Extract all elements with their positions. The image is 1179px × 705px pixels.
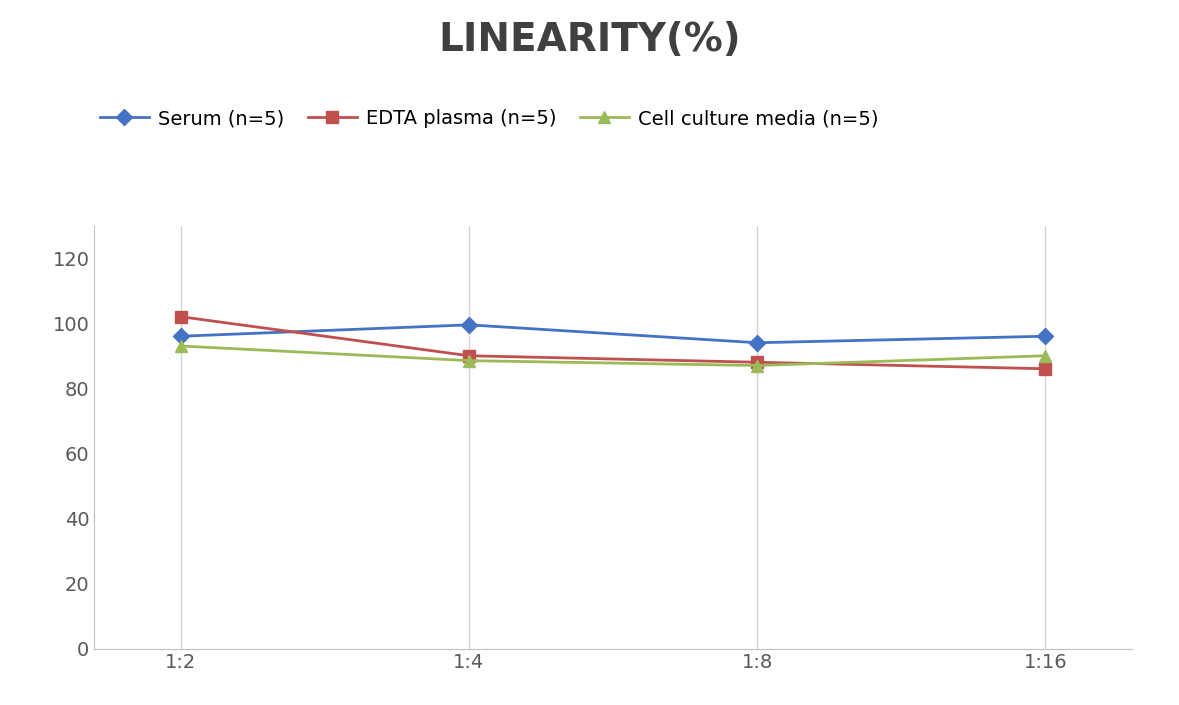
Serum (n=5) [462,321,476,329]
Line: Serum (n=5): Serum (n=5) [176,319,1050,348]
Serum (n=5) [1039,332,1053,341]
EDTA plasma (n=5) [173,312,187,321]
EDTA plasma (n=5) [1039,364,1053,373]
Cell culture media (n=5) [1039,352,1053,360]
Serum (n=5) [750,338,764,347]
Line: EDTA plasma (n=5): EDTA plasma (n=5) [176,311,1050,374]
Text: LINEARITY(%): LINEARITY(%) [439,21,740,59]
Cell culture media (n=5) [462,357,476,365]
EDTA plasma (n=5) [750,358,764,367]
EDTA plasma (n=5) [462,352,476,360]
Cell culture media (n=5) [173,342,187,350]
Line: Cell culture media (n=5): Cell culture media (n=5) [176,341,1050,371]
Serum (n=5) [173,332,187,341]
Legend: Serum (n=5), EDTA plasma (n=5), Cell culture media (n=5): Serum (n=5), EDTA plasma (n=5), Cell cul… [92,102,887,136]
Cell culture media (n=5) [750,361,764,369]
